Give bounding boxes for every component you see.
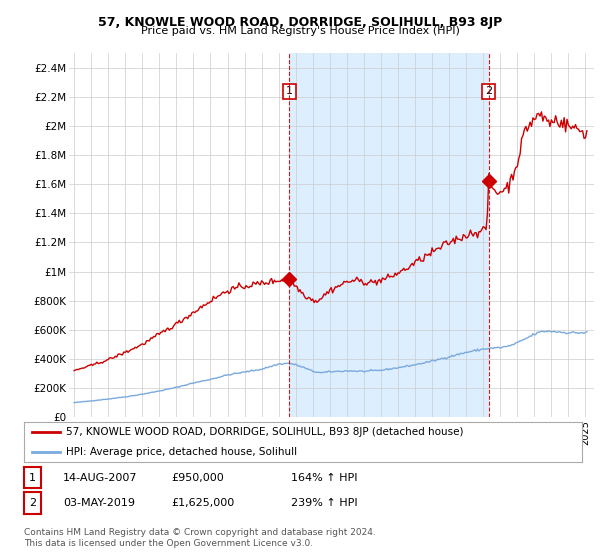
Text: 57, KNOWLE WOOD ROAD, DORRIDGE, SOLIHULL, B93 8JP: 57, KNOWLE WOOD ROAD, DORRIDGE, SOLIHULL… <box>98 16 502 29</box>
Text: 1: 1 <box>286 86 293 96</box>
Bar <box>289 53 489 417</box>
Text: 1: 1 <box>29 473 36 483</box>
Text: 2: 2 <box>29 498 36 508</box>
Text: 2: 2 <box>485 86 493 96</box>
Text: Price paid vs. HM Land Registry's House Price Index (HPI): Price paid vs. HM Land Registry's House … <box>140 26 460 36</box>
Text: 57, KNOWLE WOOD ROAD, DORRIDGE, SOLIHULL, B93 8JP (detached house): 57, KNOWLE WOOD ROAD, DORRIDGE, SOLIHULL… <box>66 427 463 437</box>
Text: £1,625,000: £1,625,000 <box>171 498 234 508</box>
Text: £950,000: £950,000 <box>171 473 224 483</box>
Text: 164% ↑ HPI: 164% ↑ HPI <box>291 473 358 483</box>
Text: 14-AUG-2007: 14-AUG-2007 <box>63 473 137 483</box>
Text: HPI: Average price, detached house, Solihull: HPI: Average price, detached house, Soli… <box>66 447 297 457</box>
Text: 03-MAY-2019: 03-MAY-2019 <box>63 498 135 508</box>
Text: 239% ↑ HPI: 239% ↑ HPI <box>291 498 358 508</box>
Text: Contains HM Land Registry data © Crown copyright and database right 2024.
This d: Contains HM Land Registry data © Crown c… <box>24 528 376 548</box>
